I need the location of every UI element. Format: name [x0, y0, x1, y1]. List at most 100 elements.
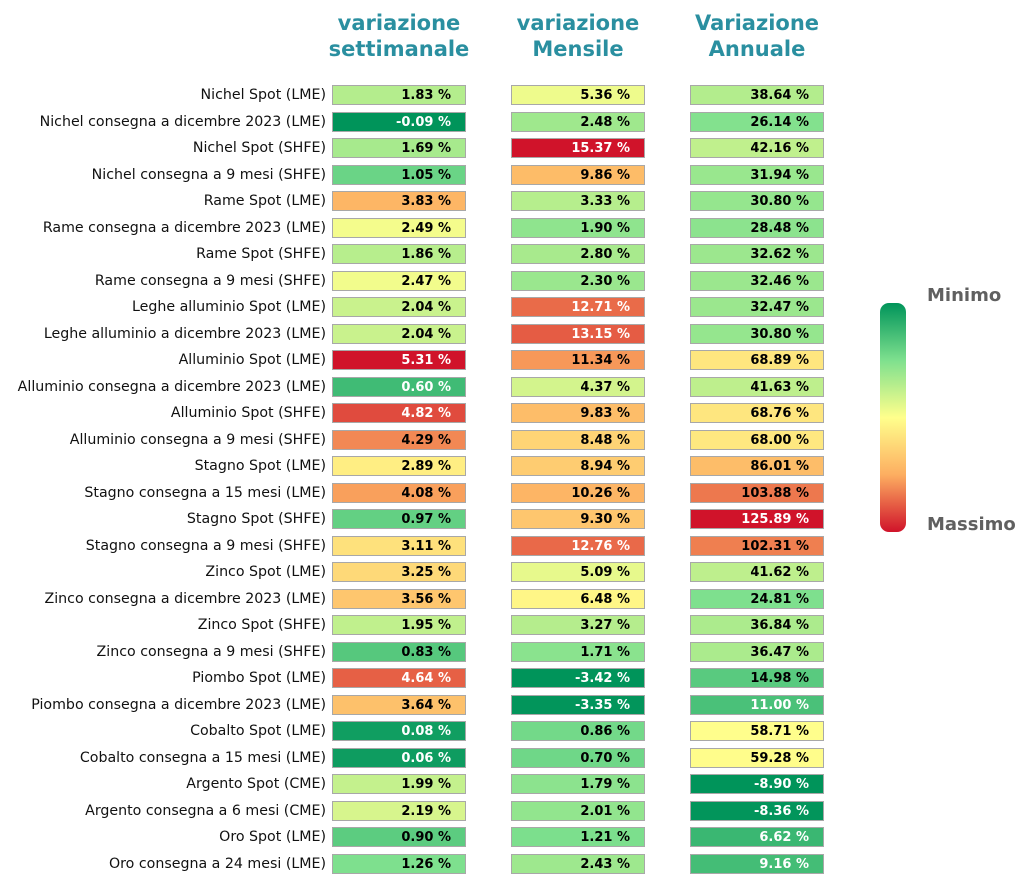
- value-cell: 2.19 %: [332, 800, 466, 821]
- row-label: Oro Spot (LME): [219, 829, 326, 845]
- value-cell: 5.36 %: [511, 85, 645, 105]
- row-label: Zinco Spot (LME): [205, 564, 326, 580]
- row-label: Nichel Spot (LME): [200, 87, 326, 103]
- row-label: Stagno Spot (LME): [194, 458, 326, 474]
- value-cell: 103.88 %: [690, 482, 824, 503]
- value-cell: 0.97 %: [332, 509, 466, 529]
- value-cell: 12.76 %: [511, 535, 645, 556]
- column-header-line: settimanale: [328, 37, 470, 61]
- value-cell: 1.05 %: [332, 164, 466, 185]
- value-cell: 3.64 %: [332, 694, 466, 715]
- value-cell: 2.43 %: [511, 853, 645, 874]
- value-cell: 86.01 %: [690, 456, 824, 476]
- value-cell: 1.71 %: [511, 641, 645, 662]
- value-cell: 68.00 %: [690, 429, 824, 450]
- row-label: Alluminio consegna a dicembre 2023 (LME): [17, 378, 326, 395]
- value-cell: 1.26 %: [332, 853, 466, 874]
- column-header-line: variazione: [516, 11, 640, 35]
- value-cell: 12.71 %: [511, 297, 645, 317]
- column-header: variazione Mensile: [488, 10, 668, 62]
- value-cell: 24.81 %: [690, 588, 824, 609]
- value-cell: 0.83 %: [332, 641, 466, 662]
- value-cell: 3.11 %: [332, 535, 466, 556]
- value-cell: 125.89 %: [690, 509, 824, 529]
- value-cell: -0.09 %: [332, 111, 466, 132]
- row-label: Rame Spot (SHFE): [196, 246, 326, 262]
- value-cell: 0.08 %: [332, 721, 466, 741]
- value-cell: 4.37 %: [511, 376, 645, 397]
- value-cell: 0.90 %: [332, 827, 466, 847]
- value-cell: 31.94 %: [690, 164, 824, 185]
- value-cell: 13.15 %: [511, 323, 645, 344]
- value-cell: 41.63 %: [690, 376, 824, 397]
- value-cell: 1.90 %: [511, 217, 645, 238]
- value-cell: 2.30 %: [511, 270, 645, 291]
- row-label: Leghe alluminio a dicembre 2023 (LME): [43, 325, 326, 342]
- legend-max-label: Massimo: [927, 514, 1016, 535]
- row-label: Argento consegna a 6 mesi (CME): [85, 802, 326, 819]
- value-cell: 36.84 %: [690, 615, 824, 635]
- value-cell: 1.99 %: [332, 774, 466, 794]
- row-label: Cobalto Spot (LME): [190, 723, 326, 739]
- row-label: Cobalto consegna a 15 mesi (LME): [79, 749, 326, 766]
- value-cell: 3.33 %: [511, 191, 645, 211]
- value-cell: 4.82 %: [332, 403, 466, 423]
- row-label: Stagno consegna a 9 mesi (SHFE): [85, 537, 326, 554]
- value-cell: 26.14 %: [690, 111, 824, 132]
- row-label: Argento Spot (CME): [186, 776, 326, 792]
- value-cell: 9.30 %: [511, 509, 645, 529]
- value-cell: 9.86 %: [511, 164, 645, 185]
- value-cell: 0.70 %: [511, 747, 645, 768]
- value-cell: 2.48 %: [511, 111, 645, 132]
- value-cell: 3.25 %: [332, 562, 466, 582]
- value-cell: 3.56 %: [332, 588, 466, 609]
- value-cell: 2.47 %: [332, 270, 466, 291]
- row-label: Alluminio Spot (LME): [178, 352, 326, 368]
- value-cell: 1.83 %: [332, 85, 466, 105]
- colorscale-legend-bar: [880, 303, 906, 532]
- value-cell: 5.09 %: [511, 562, 645, 582]
- value-cell: 9.83 %: [511, 403, 645, 423]
- value-cell: 8.48 %: [511, 429, 645, 450]
- value-cell: 4.29 %: [332, 429, 466, 450]
- value-cell: 11.34 %: [511, 350, 645, 370]
- row-label: Piombo consegna a dicembre 2023 (LME): [31, 696, 326, 713]
- row-label: Nichel consegna a 9 mesi (SHFE): [91, 166, 326, 183]
- value-cell: 59.28 %: [690, 747, 824, 768]
- row-label: Nichel Spot (SHFE): [192, 140, 326, 156]
- row-label: Zinco Spot (SHFE): [197, 617, 326, 633]
- value-cell: 2.89 %: [332, 456, 466, 476]
- value-cell: 3.27 %: [511, 615, 645, 635]
- row-label: Stagno Spot (SHFE): [186, 511, 326, 527]
- row-label: Piombo Spot (LME): [192, 670, 326, 686]
- value-cell: 1.79 %: [511, 774, 645, 794]
- value-cell: 10.26 %: [511, 482, 645, 503]
- value-cell: 28.48 %: [690, 217, 824, 238]
- column-header: variazione settimanale: [309, 10, 489, 62]
- value-cell: 4.64 %: [332, 668, 466, 688]
- row-label: Alluminio Spot (SHFE): [170, 405, 326, 421]
- value-cell: 41.62 %: [690, 562, 824, 582]
- value-cell: 1.86 %: [332, 244, 466, 264]
- row-label: Stagno consegna a 15 mesi (LME): [84, 484, 326, 501]
- value-cell: 30.80 %: [690, 191, 824, 211]
- value-cell: 38.64 %: [690, 85, 824, 105]
- column-header-line: Annuale: [708, 37, 806, 61]
- value-cell: -3.35 %: [511, 694, 645, 715]
- value-cell: 1.21 %: [511, 827, 645, 847]
- value-cell: 2.04 %: [332, 297, 466, 317]
- row-label: Alluminio consegna a 9 mesi (SHFE): [69, 431, 326, 448]
- row-label: Rame consegna a 9 mesi (SHFE): [94, 272, 326, 289]
- value-cell: 6.48 %: [511, 588, 645, 609]
- value-cell: 11.00 %: [690, 694, 824, 715]
- value-cell: 102.31 %: [690, 535, 824, 556]
- value-cell: 3.83 %: [332, 191, 466, 211]
- value-cell: 0.86 %: [511, 721, 645, 741]
- value-cell: 0.60 %: [332, 376, 466, 397]
- legend-min-label: Minimo: [927, 285, 1002, 306]
- value-cell: 36.47 %: [690, 641, 824, 662]
- value-cell: 68.76 %: [690, 403, 824, 423]
- row-label: Nichel consegna a dicembre 2023 (LME): [39, 113, 326, 130]
- value-cell: 42.16 %: [690, 138, 824, 158]
- value-cell: 4.08 %: [332, 482, 466, 503]
